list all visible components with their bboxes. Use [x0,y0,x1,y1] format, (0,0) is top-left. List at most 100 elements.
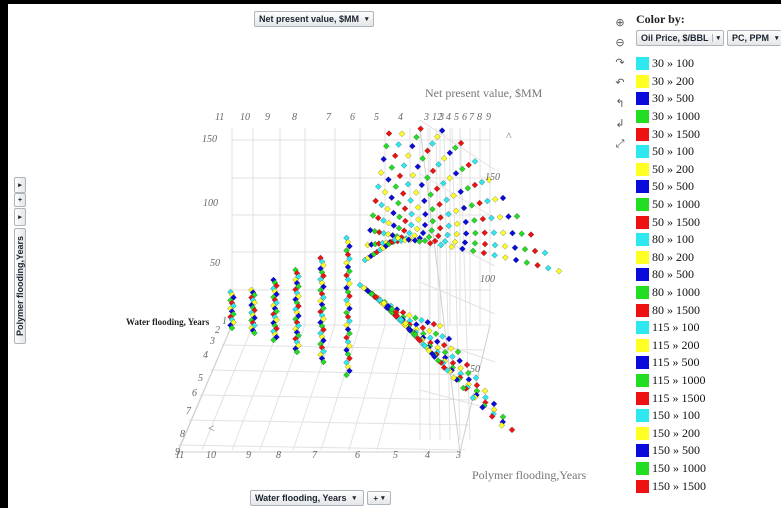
legend-item[interactable]: 115 » 1000 [636,372,776,390]
data-point [396,213,403,221]
data-point [479,215,487,223]
data-point [395,199,402,207]
data-point [412,314,419,322]
data-point [471,158,479,165]
legend-swatch [636,321,649,335]
z-axis-title: Net present value, $MM [425,86,543,100]
data-point [364,287,372,295]
legend-item[interactable]: 80 » 200 [636,249,776,267]
data-point [407,326,414,334]
legend-item[interactable]: 30 » 1000 [636,108,776,126]
back-x-tick: 8 [292,112,297,123]
y-axis-expand-button[interactable]: ▸ [14,177,26,193]
data-point [439,333,446,340]
legend-item[interactable]: 30 » 100 [636,55,776,73]
legend-item[interactable]: 115 » 1500 [636,389,776,407]
legend-item[interactable]: 50 » 100 [636,143,776,161]
data-point [462,230,470,237]
chevron-right-icon: ▸ [18,214,22,221]
legend-swatch [636,409,649,423]
grid-line [419,281,496,315]
data-point [490,229,498,236]
data-point [400,227,408,234]
data-point [523,259,531,266]
data-point [509,229,516,237]
legend-item[interactable]: 150 » 100 [636,407,776,425]
z-axis-selector[interactable]: Net present value, $MM ▾ [254,11,374,27]
zoom-out-icon[interactable]: ⊖ [615,35,625,49]
data-point [441,238,449,245]
legend-item[interactable]: 80 » 1000 [636,284,776,302]
legend-item[interactable]: 150 » 500 [636,442,776,460]
legend-item[interactable]: 50 » 1000 [636,196,776,214]
legend-item[interactable]: 50 » 1500 [636,213,776,231]
data-point [320,261,327,269]
data-points [227,125,563,434]
legend-swatch [636,162,649,176]
data-point [426,240,434,247]
legend-item[interactable]: 30 » 200 [636,73,776,91]
data-point [452,170,460,177]
legend-item[interactable]: 115 » 100 [636,319,776,337]
legend-item[interactable]: 115 » 500 [636,354,776,372]
legend-item[interactable]: 150 » 1000 [636,460,776,478]
rotate-up-icon[interactable]: ↰ [615,96,625,110]
legend-item[interactable]: 80 » 1500 [636,301,776,319]
back-x-tick: 9 [265,112,270,123]
legend-label: 115 » 100 [652,320,700,335]
back-x-tick: 7 [326,112,332,123]
data-point [385,176,392,183]
x-axis-selector[interactable]: Water flooding, Years ▾ [250,490,364,506]
legend-item[interactable]: 150 » 1500 [636,477,776,495]
legend-item[interactable]: 30 » 1500 [636,125,776,143]
y-axis-selector[interactable]: Polymer flooding,Years [14,228,26,344]
back-x-tick: 12 [432,112,442,123]
rotate-right-icon[interactable]: ↲ [615,116,625,130]
data-point [436,322,444,330]
rotate-left-icon[interactable]: ↶ [615,75,625,89]
reset-view-icon[interactable]: ⤢ [615,137,625,150]
data-point [295,283,302,290]
data-point [380,299,388,307]
data-point [384,231,392,238]
legend-label: 30 » 100 [652,56,694,71]
y-axis-dropdown-button[interactable]: ▸ [14,208,26,226]
legend-item[interactable]: 150 » 200 [636,424,776,442]
window-left-border [0,0,8,508]
color-by-selector-2[interactable]: PC, PPM ▾ [727,30,781,46]
data-point [429,217,437,225]
grid-line [292,324,336,451]
data-point [390,222,398,229]
bottom-x-tick: 11 [175,450,184,461]
zoom-in-icon[interactable]: ⊕ [615,15,625,29]
data-point [454,220,461,228]
data-point [512,256,520,264]
color-by-selector-2-label: PC, PPM [732,33,770,43]
legend-item[interactable]: 80 » 100 [636,231,776,249]
data-point [421,197,428,205]
rotate-down-icon[interactable]: ↷ [615,55,625,69]
data-point [452,207,460,215]
bottom-x-tick: 3 [455,450,461,461]
legend-item[interactable]: 50 » 200 [636,161,776,179]
data-point [407,197,414,204]
data-point [404,180,412,188]
legend-swatch [636,92,649,106]
data-point [390,209,397,217]
legend-item[interactable]: 115 » 200 [636,337,776,355]
legend-item[interactable]: 30 » 500 [636,90,776,108]
legend-item[interactable]: 50 » 500 [636,178,776,196]
right-z-tick: 150 [485,172,500,183]
legend-label: 115 » 1000 [652,372,706,387]
data-point [430,320,438,328]
bottom-x-tick: 6 [355,450,360,461]
data-point [499,194,507,202]
data-point [380,217,387,224]
color-by-selector-1[interactable]: Oil Price, $/BBL ▾ [636,30,724,46]
grid-line [419,227,496,267]
y-axis-add-button[interactable]: + [14,193,26,207]
data-point [434,133,441,141]
legend-item[interactable]: 80 » 500 [636,266,776,284]
x-axis-add-button[interactable]: + ▾ [367,491,391,505]
